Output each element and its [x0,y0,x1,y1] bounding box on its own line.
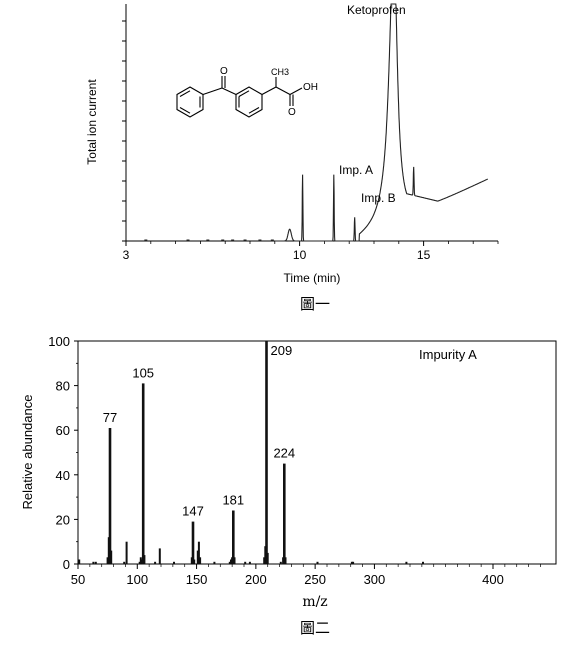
mass-spectrum-x-ticks: 50 100 150 200 250 300 400 [71,564,541,587]
mass-spectrum-peak-label: 77 [103,410,117,425]
mass-spectrum-bar [228,561,231,564]
peak-label-imp-a: Imp. A [339,163,373,177]
mass-spectrum-x-tick-label: 400 [482,572,504,587]
mass-spectrum-y-tick-label: 0 [63,557,70,572]
mass-spectrum-bar [350,561,353,564]
mass-spectrum-bar [197,541,200,564]
mass-spectrum-bar [123,561,126,564]
mass-spectrum-bar [138,561,141,564]
mass-spectrum-chart: 0 20 40 60 80 100 50 100 150 200 250 300 400 77 105 1… [20,334,557,637]
mass-spectrum-y-tick-label: 60 [56,423,70,438]
chromatogram-x-tick-label: 3 [123,248,130,262]
mass-spectrum-peak-label: 209 [271,343,293,358]
mass-spectrum-bar [283,463,286,564]
mass-spectrum-peak-label: 181 [222,493,244,508]
chromatogram-x-ticks: 3 10 15 [123,241,499,262]
mass-spectrum-bar [78,559,81,564]
structure-label-ch3: CH3 [271,67,289,77]
chromatogram-baseline-speck [231,239,235,241]
mass-spectrum-bar [158,548,161,564]
mass-spectrum-bar [141,383,145,564]
mass-spectrum-bar [230,559,232,564]
chromatogram-baseline-speck [258,239,262,241]
chromatogram-baseline-speck [270,239,274,241]
mass-spectrum-bar [193,559,196,564]
mass-spectrum-bar [125,541,128,564]
chromatogram-chart: 3 10 15 Total ion current Time (min) Ketop… [85,3,499,313]
mass-spectrum-bar [199,557,202,564]
mass-spectrum-y-ticks: 0 20 40 60 80 100 [48,334,78,572]
mass-spectrum-bar [279,561,282,564]
chromatogram-baseline-speck [144,239,148,241]
mass-spectrum-bar [244,561,247,564]
peak-label-imp-b: Imp. B [361,191,396,205]
chromatogram-y-ticks [122,20,126,242]
structure-label-oh: OH [303,82,318,93]
mass-spectrum-x-tick-label: 150 [186,572,208,587]
ketoprofen-structure-icon [176,76,303,118]
mass-spectrum-x-tick-label: 50 [71,572,85,587]
chromatogram-caption: 圖一 [300,295,330,313]
mass-spectrum-y-tick-label: 100 [48,334,70,349]
structure-label-o1: O [220,66,228,77]
mass-spectrum-x-tick-label: 300 [364,572,386,587]
mass-spectrum-xlabel: m/z [302,594,327,610]
mass-spectrum-bar [263,557,266,564]
chromatogram-x-tick-label: 15 [417,248,431,262]
chromatogram-trace [274,3,489,242]
mass-spectrum-bar [265,341,268,564]
chromatogram-x-tick-label: 10 [293,248,307,262]
mass-spectrum-bar [108,428,112,564]
chromatogram-xlabel: Time (min) [284,271,341,285]
mass-spectrum-caption: 圖二 [300,619,330,637]
mass-spectrum-y-tick-label: 80 [56,379,70,394]
chromatogram-baseline-speck [221,239,225,241]
mass-spectrum-bar [266,552,269,564]
mass-spectrum-bar [284,557,287,564]
mass-spectrum-peak-labels: 77 105 147 181 209 224 [103,343,295,519]
mass-spectrum-x-tick-label: 250 [304,572,326,587]
chromatogram-baseline-dots [144,239,274,241]
mass-spectrum-ylabel: Relative abundance [20,395,35,510]
peak-label-ketoprofen: Ketoprofen [347,3,406,17]
mass-spectrum-bar [422,561,424,564]
mass-spectrum-bar [316,561,319,564]
mass-spectrum-bar [94,561,97,564]
mass-spectrum-bar [139,557,142,564]
mass-spectrum-bar [196,550,199,564]
mass-spectrum-bar [191,521,195,564]
mass-spectrum-bar [154,561,157,564]
mass-spectrum-x-tick-label: 200 [245,572,267,587]
mass-spectrum-title: Impurity A [419,347,477,362]
mass-spectrum-bar [213,561,216,564]
mass-spectrum-bars [78,341,424,564]
structure-label-o2: O [288,107,296,118]
mass-spectrum-peak-label: 224 [273,446,295,461]
chromatogram-baseline-speck [243,239,247,241]
mass-spectrum-peak-label: 147 [182,504,204,519]
mass-spectrum-bar [248,561,251,564]
mass-spectrum-bar [106,557,109,564]
chromatogram-baseline-speck [186,239,190,241]
mass-spectrum-bar [233,557,236,564]
mass-spectrum-bar [143,555,146,564]
mass-spectrum-x-tick-label: 100 [126,572,148,587]
chromatogram-ylabel: Total ion current [85,79,99,165]
mass-spectrum-bar [92,561,95,564]
mass-spectrum-bar [405,561,408,564]
mass-spectrum-bar [352,561,355,564]
mass-spectrum-bar [232,510,235,564]
mass-spectrum-y-tick-label: 20 [56,512,70,527]
mass-spectrum-bar [110,550,113,564]
mass-spectrum-y-tick-label: 40 [56,468,70,483]
mass-spectrum-bar [173,561,175,564]
chromatogram-baseline-speck [206,239,210,241]
mass-spectrum-peak-label: 105 [132,365,154,380]
